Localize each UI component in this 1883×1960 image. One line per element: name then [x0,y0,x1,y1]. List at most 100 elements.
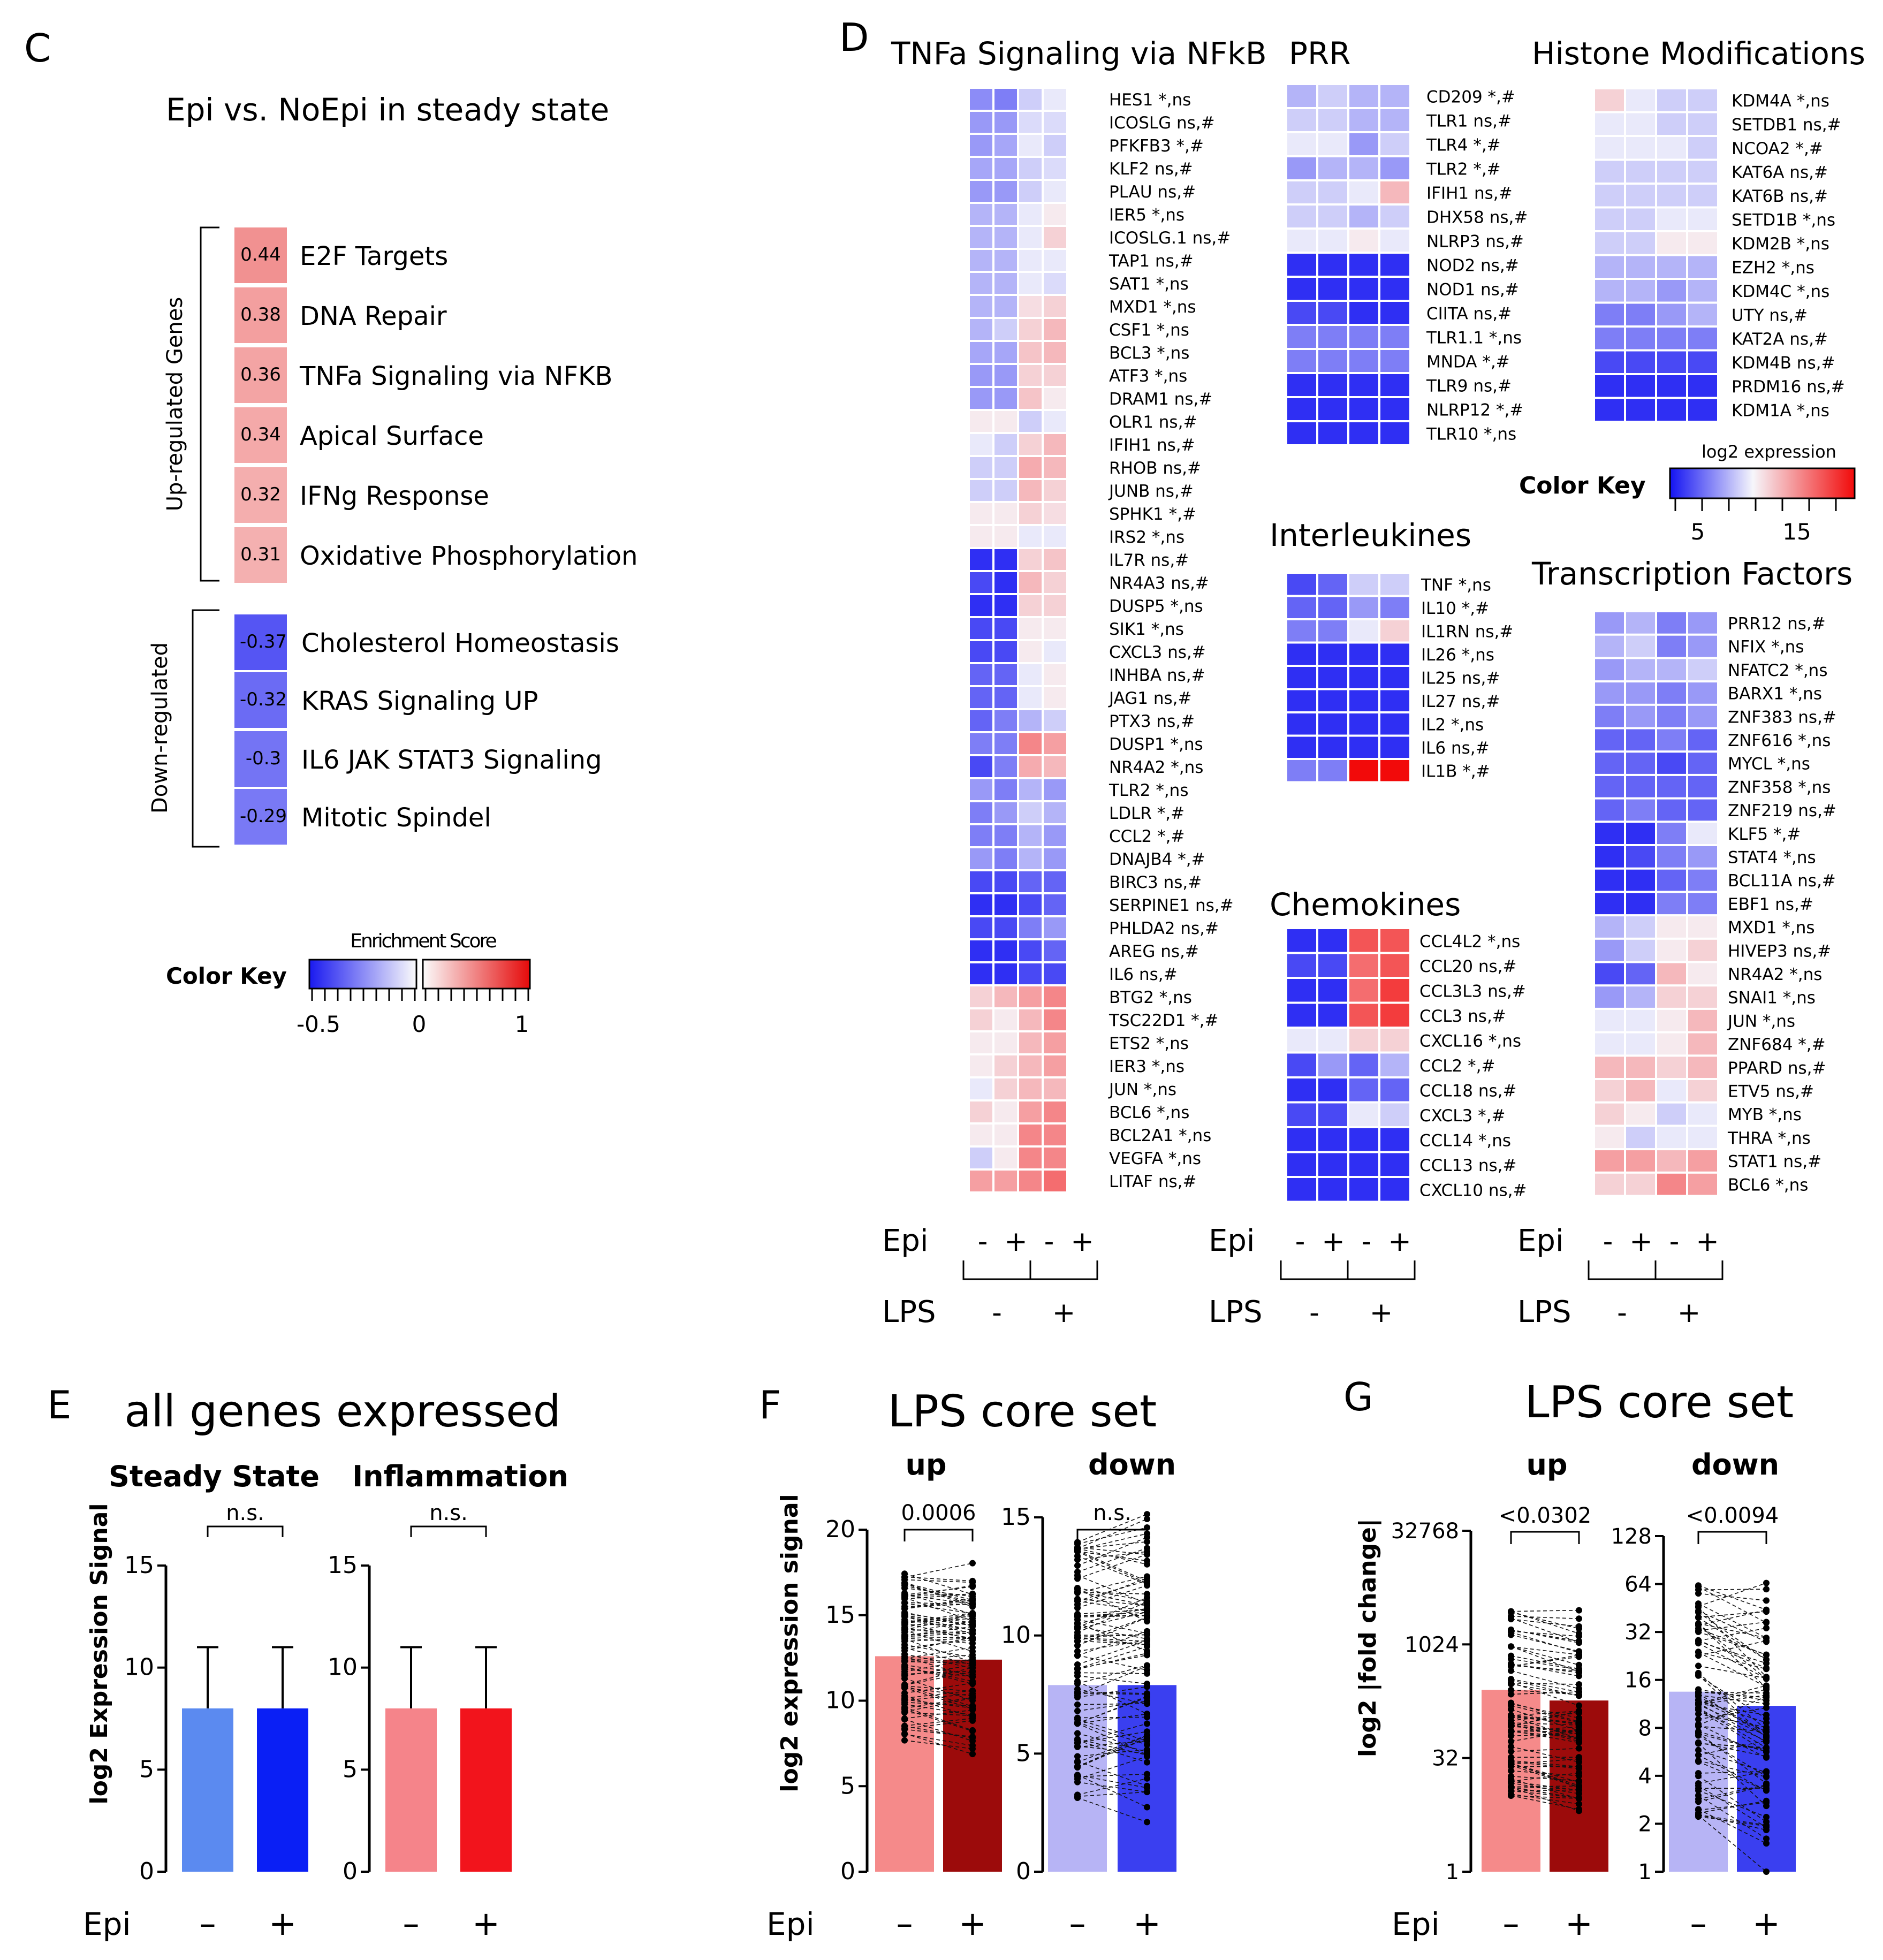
pathway-label: DNA Repair [300,301,447,331]
data-point [1508,1743,1514,1750]
y-tick-label: 64 [1624,1572,1652,1597]
paired-line [1077,1615,1148,1617]
paired-line [904,1734,973,1746]
heatmap-cell [1380,374,1409,396]
data-point [1576,1651,1582,1658]
heatmap-cell [1595,328,1624,350]
paired-line [904,1733,973,1754]
paired-line [1077,1547,1148,1555]
heatmap-cell [1287,254,1316,276]
heatmap-cell [970,595,992,616]
heatmap-cell [1688,799,1717,821]
heatmap-cell [1019,273,1042,294]
paired-line [904,1615,973,1623]
gene-label: CCL3 ns,# [1419,1007,1506,1026]
data-point [1576,1801,1582,1807]
paired-line [1698,1815,1767,1872]
epi-sign: + [1004,1226,1028,1258]
heatmap-cell [994,664,1017,685]
data-point [1695,1669,1702,1676]
heatmap-cell [1044,664,1066,685]
heatmap-cell [1626,208,1655,230]
significance-bracket [1076,1529,1148,1541]
data-point [1074,1613,1081,1620]
paired-line [1077,1646,1148,1669]
y-tick-label: 2 [1638,1812,1652,1836]
paired-line [1510,1619,1580,1627]
paired-line [904,1685,973,1692]
data-point [1508,1643,1514,1650]
heatmap-cell [1019,319,1042,340]
heatmap-cell [1287,206,1316,227]
heatmap-cell [994,641,1017,662]
heatmap-cell [1318,1178,1347,1201]
gene-label: IFIH1 ns,# [1109,436,1195,455]
heatmap-cell [970,181,992,202]
lps-sign: - [1309,1297,1319,1329]
heatmap-cell [1019,595,1042,616]
paired-line [1077,1740,1148,1748]
paired-line [1510,1612,1580,1629]
paired-line [1510,1609,1580,1612]
data-point [969,1751,976,1758]
paired-line [1510,1631,1580,1653]
paired-line [1077,1616,1148,1642]
heatmap-cell [1688,303,1717,325]
heatmap-cell [1044,572,1066,593]
paired-line [1510,1794,1580,1805]
data-point [1074,1665,1081,1672]
data-point [901,1663,908,1670]
gene-label: DRAM1 ns,# [1109,390,1212,409]
heatmap-cell [970,411,992,432]
gene-label: MNDA *,# [1426,352,1510,371]
heatmap-cell [970,503,992,524]
paired-line [1510,1691,1580,1695]
y-tick-label: 10 [124,1654,154,1681]
data-point [969,1621,976,1628]
paired-line [1510,1779,1580,1799]
heatmap-cell [1626,963,1655,985]
subplot-title: up [1526,1448,1567,1482]
heatmap-cell [994,204,1017,225]
heatmap-cell [1380,1178,1409,1201]
data-point [1144,1612,1150,1619]
paired-line [904,1622,973,1640]
paired-line [1698,1621,1767,1631]
heatmap-cell [994,871,1017,892]
heatmap-cell [1318,929,1347,952]
gene-label: NOD1 ns,# [1426,280,1519,299]
gene-label: TAP1 ns,# [1108,252,1194,271]
heatmap-cell [1380,1004,1409,1027]
data-point [1763,1692,1770,1699]
y-tick-label: 5 [1016,1739,1031,1767]
heatmap-cell [1657,161,1686,183]
heatmap-cell [994,388,1017,409]
data-point [901,1657,908,1664]
heatmap-cell [1657,351,1686,373]
heatmap-cell [994,135,1017,156]
heatmap-cell [1657,682,1686,704]
heatmap-cell [1044,434,1066,455]
heatmap-cell [1688,208,1717,230]
heatmap-cell [1318,181,1347,203]
gene-label: IL1B *,# [1421,762,1490,781]
data-point [1074,1779,1081,1786]
heatmap-cell [1019,296,1042,317]
paired-line [1698,1700,1767,1723]
heatmap-cell [1595,1173,1624,1195]
data-point [1763,1597,1770,1604]
heatmap-cell [1657,916,1686,938]
heatmap-cell [970,227,992,248]
paired-line [1698,1814,1767,1830]
heatmap-cell [1019,917,1042,938]
heatmap-cell [1657,776,1686,797]
paired-line [1077,1774,1148,1789]
gene-label: TLR1.1 *,ns [1426,328,1522,347]
paired-line [1698,1743,1767,1749]
heatmap-cell [1019,940,1042,961]
condition-bracket [1280,1260,1416,1280]
heatmap-cell [1019,434,1042,455]
heatmap-cell [970,388,992,409]
heatmap-cell [1380,690,1409,711]
heatmap-title: PRR [1289,35,1351,72]
